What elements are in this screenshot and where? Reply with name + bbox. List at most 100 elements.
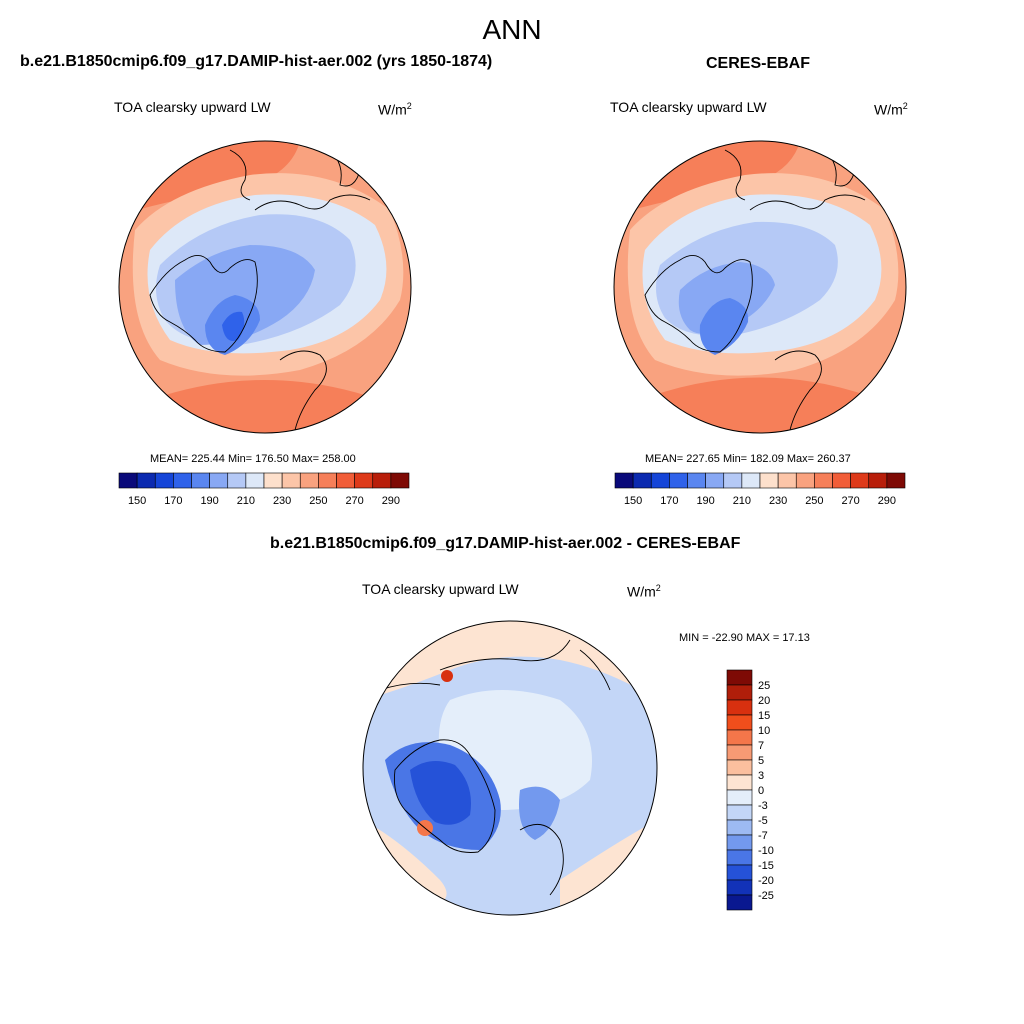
colorbar-1-swatch [191,472,210,489]
colorbar-2-swatch [632,472,652,489]
colorbar-1-swatch [318,472,337,489]
colorbar-1-tick-label: 270 [345,495,363,507]
colorbar-2-swatch [669,472,688,489]
colorbar-1-swatch [299,472,319,489]
colorbar-3-swatch [726,699,753,716]
colorbar-1-swatch [118,472,138,489]
colorbar-3-tick-label: -7 [758,830,768,842]
colorbar-1-swatch [136,472,156,489]
map-2-coast-scandinavia [774,350,822,431]
map-3-coast-siberia [439,639,571,671]
colorbar-3-swatch [726,669,753,686]
map-2 [613,140,907,434]
panel-1-units: W/m2 [378,101,412,118]
map-2-coast-siberia [749,194,866,211]
map-1-coast-alaska [229,149,251,201]
colorbar-2-swatch [814,472,833,489]
colorbar-2-tick-label: 190 [696,495,714,507]
colorbar-2-swatch [650,472,670,489]
colorbar-1-tick-label: 250 [309,495,327,507]
colorbar-3-tick-label: 10 [758,725,770,737]
map-1-coast-greenland [149,255,258,353]
map-3-field-scandinavia [519,786,560,840]
colorbar-2-tick-label: 270 [841,495,859,507]
colorbar-3-tick-label: 7 [758,740,764,752]
colorbar-2-tick-label: 150 [624,495,642,507]
colorbar-1-tick-label: 210 [237,495,255,507]
colorbar-2-tick-label: 290 [878,495,896,507]
colorbar-3-tick-label: -10 [758,845,774,857]
colorbar-1-tick-label: 170 [164,495,182,507]
colorbar-2-swatch [886,472,906,489]
map-1-coast-siberia [254,194,371,211]
colorbar-3-swatch [726,744,753,761]
map-2-coast-greenland [644,255,753,353]
colorbar-3-tick-label: -3 [758,800,768,812]
figure-title: ANN [482,14,542,45]
map-3 [362,620,658,916]
colorbar-2-tick-label: 210 [733,495,751,507]
colorbar-1-swatch [354,472,374,489]
colorbar-1-swatch [245,472,265,489]
map-2-field-greenland [699,298,749,355]
colorbar-3-swatch [726,834,753,851]
colorbar-3-swatch [726,729,753,746]
panel-3-units: W/m2 [627,583,661,600]
colorbar-2-tick-label: 170 [660,495,678,507]
colorbar-1-swatch [227,472,247,489]
colorbar-2-swatch [723,472,743,489]
panel-3-stats: MIN = -22.90 MAX = 17.13 [679,632,810,644]
colorbar-1-swatch [372,472,392,489]
colorbar-1-swatch [390,472,410,489]
colorbar-1-tick-label: 150 [128,495,146,507]
map-1-coastlines [149,149,371,431]
colorbar-3-swatch [726,759,753,776]
colorbar-1-tick-label: 190 [200,495,218,507]
panel-2-stats: MEAN= 227.65 Min= 182.09 Max= 260.37 [645,453,851,465]
panel-2-units: W/m2 [874,101,908,118]
colorbar-2-tick-label: 250 [805,495,823,507]
colorbar-3-swatch [726,804,753,821]
panel-1-title: b.e21.B1850cmip6.f09_g17.DAMIP-hist-aer.… [20,53,493,70]
panel-3-variable: TOA clearsky upward LW [362,581,519,597]
colorbar-3-swatch [726,774,753,791]
map-1-frame [118,140,412,434]
colorbar-3-tick-label: 0 [758,785,764,797]
colorbar-2-swatch [759,472,779,489]
map-3-coast-greenland [394,739,496,853]
colorbar-2-swatch [687,472,706,489]
panel-1-variable: TOA clearsky upward LW [114,99,271,115]
map-3-field-hotspot-2 [441,670,453,682]
colorbar-1-swatch [281,472,301,489]
colorbar-3-tick-label: -20 [758,875,774,887]
map-2-frame [613,140,907,434]
colorbar-3: 25 20 15 10 7 5 3 0 -3 -5 -7 -10 -15 -20 -25 [726,669,774,911]
map-1-coast-scandinavia [279,350,327,431]
colorbar-2-swatch [705,472,725,489]
colorbar-1-swatch [154,472,174,489]
colorbar-1-swatch [336,472,355,489]
map-3-coast-scandinavia [519,823,564,896]
colorbar-1-tick-label: 290 [382,495,400,507]
colorbar-1: 150 170 190 210 230 250 270 290 [118,472,410,507]
colorbar-1-swatch [173,472,192,489]
map-3-coast-chukotka [579,649,611,691]
colorbar-3-swatch [726,879,753,896]
colorbar-3-tick-label: 5 [758,755,764,767]
colorbar-2-swatch [868,472,888,489]
colorbar-3-tick-label: -15 [758,860,774,872]
map-1-field-greenland-core [222,311,245,341]
map-1 [118,140,412,434]
map-2-field-colder [678,262,775,334]
colorbar-3-tick-label: -25 [758,890,774,902]
colorbar-3-swatch [726,684,753,701]
map-2-coast-alaska [724,149,746,201]
colorbar-2-swatch [614,472,634,489]
colorbar-3-swatch [726,849,753,866]
colorbar-2-swatch [741,472,761,489]
colorbar-3-swatch [726,714,753,731]
colorbar-3-tick-label: -5 [758,815,768,827]
map-3-field-greenland-core [410,761,471,825]
colorbar-3-swatch [726,819,753,836]
